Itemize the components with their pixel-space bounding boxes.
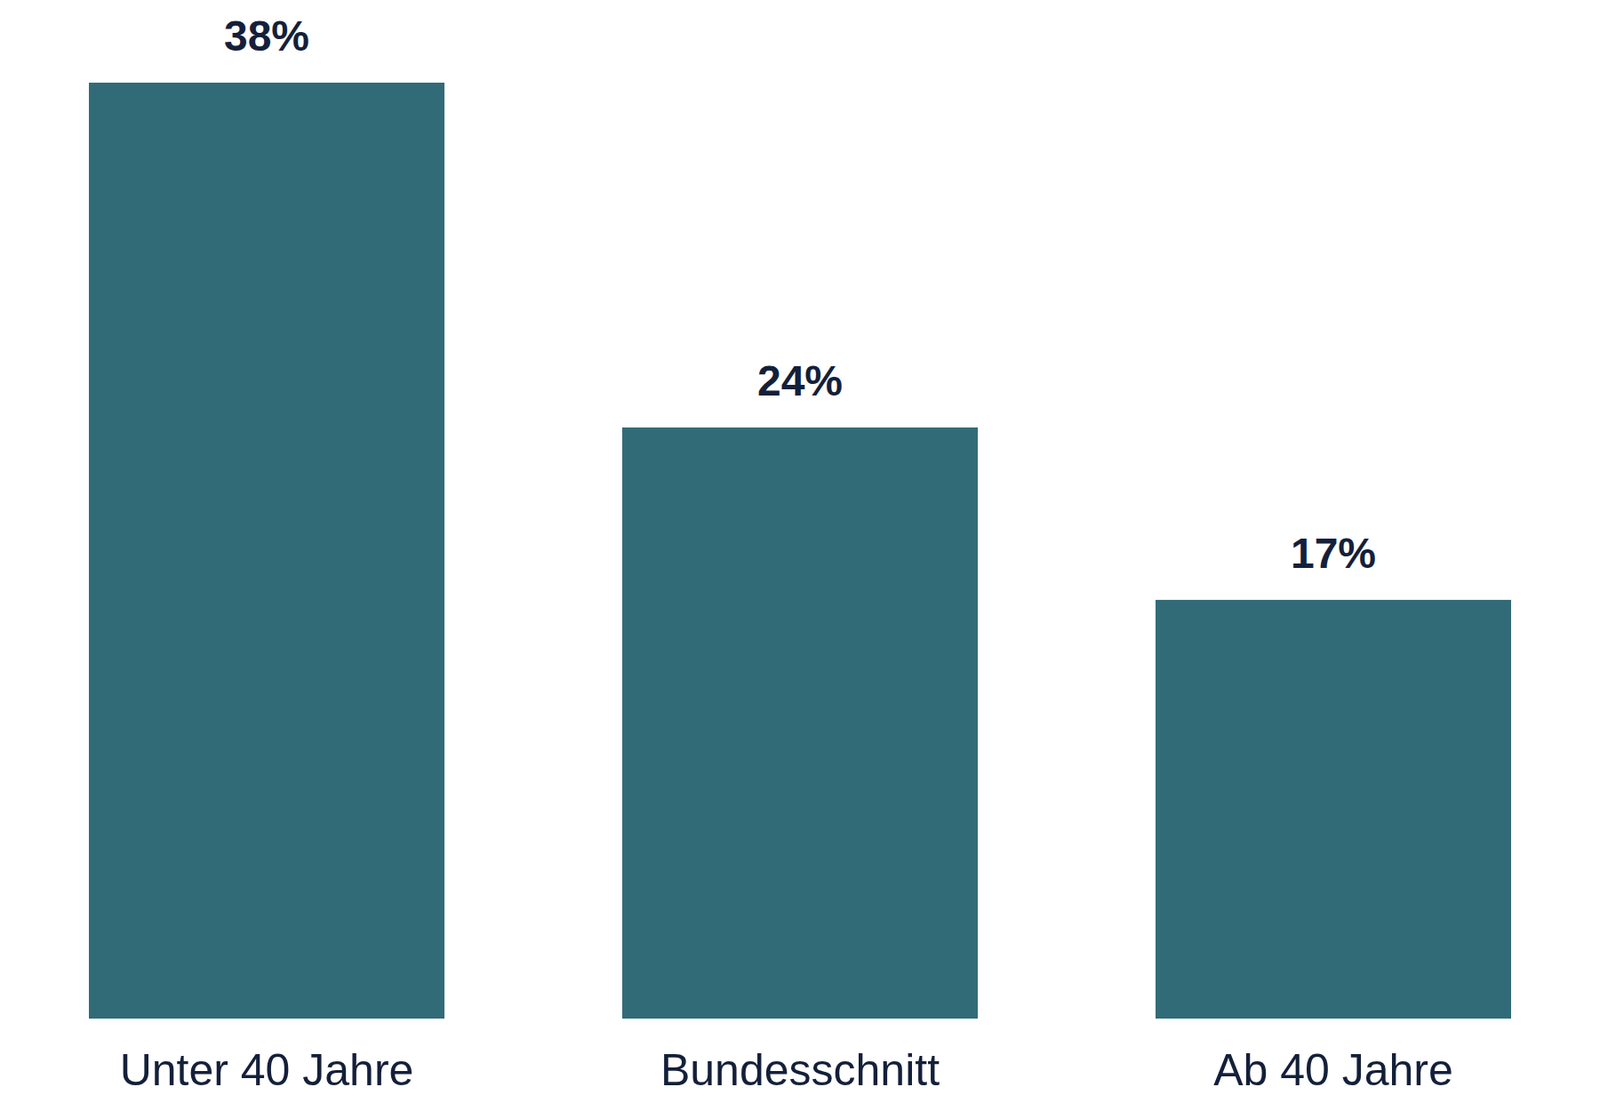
data-label: 24% (757, 357, 843, 405)
data-label: 38% (224, 12, 310, 60)
category-label: Unter 40 Jahre (120, 1045, 415, 1096)
chart-svg: 38% 24% 17% Unter 40 Jahre Bundesschnitt Ab 4… (0, 0, 1600, 1111)
category-label: Ab 40 Jahre (1213, 1045, 1454, 1096)
bar (622, 427, 978, 1019)
bar (1155, 600, 1512, 1019)
bar (88, 82, 445, 1019)
chart-container: 38% 24% 17% Unter 40 Jahre Bundesschnitt Ab 4… (0, 0, 1600, 1111)
bars (88, 82, 1512, 1019)
data-label: 17% (1290, 529, 1376, 577)
category-label: Bundesschnitt (660, 1045, 940, 1096)
